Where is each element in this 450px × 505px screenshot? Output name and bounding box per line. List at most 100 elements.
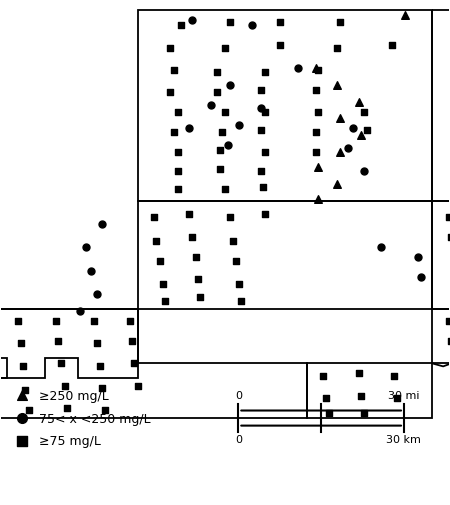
Point — [227, 19, 234, 27]
Point — [216, 146, 223, 155]
Point — [18, 414, 25, 422]
Text: 0: 0 — [235, 391, 242, 400]
Text: 30 km: 30 km — [387, 434, 421, 444]
Point — [345, 144, 352, 153]
Point — [236, 121, 243, 129]
Point — [98, 384, 105, 392]
Point — [22, 386, 29, 394]
Point — [445, 317, 450, 325]
Point — [18, 340, 25, 348]
Point — [323, 394, 330, 402]
Point — [314, 196, 321, 204]
Point — [312, 128, 319, 136]
Point — [221, 186, 229, 194]
Point — [175, 186, 182, 194]
Text: ≥75 mg/L: ≥75 mg/L — [40, 434, 101, 447]
Point — [156, 258, 163, 266]
Point — [192, 254, 199, 262]
Point — [294, 65, 302, 73]
Point — [349, 124, 356, 132]
Point — [414, 254, 422, 262]
Point — [276, 42, 283, 50]
Point — [401, 12, 409, 20]
Point — [90, 317, 98, 325]
Point — [232, 258, 239, 266]
Point — [336, 115, 343, 123]
Point — [185, 124, 193, 132]
Text: 30 mi: 30 mi — [388, 391, 420, 400]
Point — [185, 211, 193, 219]
Point — [83, 243, 90, 251]
Point — [394, 394, 401, 402]
Point — [25, 407, 32, 415]
Point — [336, 19, 343, 27]
Point — [18, 437, 25, 445]
Point — [262, 69, 269, 77]
Point — [170, 128, 177, 136]
Point — [159, 280, 166, 288]
Point — [167, 89, 174, 97]
Point — [312, 148, 319, 156]
Point — [18, 391, 25, 399]
Point — [418, 273, 425, 281]
Point — [336, 148, 343, 156]
Point — [257, 168, 265, 176]
Text: ≥250 mg/L: ≥250 mg/L — [40, 389, 109, 402]
Point — [221, 45, 229, 53]
Point — [312, 65, 319, 73]
Point — [170, 67, 177, 75]
Point — [356, 370, 363, 378]
Point — [153, 237, 160, 245]
Point — [175, 148, 182, 156]
Point — [314, 109, 321, 117]
Point — [238, 297, 245, 305]
Point — [363, 126, 370, 134]
Point — [260, 184, 267, 192]
Point — [94, 340, 101, 348]
Point — [96, 363, 103, 371]
Point — [360, 109, 367, 117]
Point — [227, 214, 234, 222]
Point — [214, 69, 221, 77]
Point — [189, 17, 196, 25]
Point — [214, 89, 221, 97]
Point — [126, 317, 134, 325]
Text: 75< x <250 mg/L: 75< x <250 mg/L — [40, 412, 151, 425]
Point — [391, 373, 398, 381]
Point — [257, 87, 265, 95]
Point — [194, 275, 201, 283]
Point — [358, 392, 365, 400]
Text: 0: 0 — [235, 434, 242, 444]
Point — [94, 290, 101, 298]
Point — [447, 234, 450, 242]
Point — [257, 105, 265, 113]
Point — [320, 373, 327, 381]
Point — [134, 382, 141, 390]
Point — [249, 22, 256, 30]
Point — [76, 307, 84, 315]
Point — [221, 109, 229, 117]
Point — [150, 214, 158, 222]
Point — [225, 141, 232, 149]
Point — [196, 293, 203, 301]
Point — [314, 164, 321, 172]
Point — [98, 221, 105, 229]
Point — [356, 98, 363, 107]
Point — [129, 337, 136, 345]
Point — [447, 337, 450, 345]
Point — [236, 280, 243, 288]
Point — [58, 360, 65, 368]
Point — [189, 234, 196, 242]
Point — [276, 19, 283, 27]
Point — [445, 214, 450, 222]
Point — [87, 267, 94, 275]
Point — [54, 337, 62, 345]
Point — [63, 405, 71, 413]
Point — [360, 168, 367, 176]
Point — [388, 42, 396, 50]
Point — [131, 360, 138, 368]
Point — [334, 82, 341, 90]
Point — [14, 317, 21, 325]
Point — [358, 131, 365, 139]
Point — [207, 102, 214, 110]
